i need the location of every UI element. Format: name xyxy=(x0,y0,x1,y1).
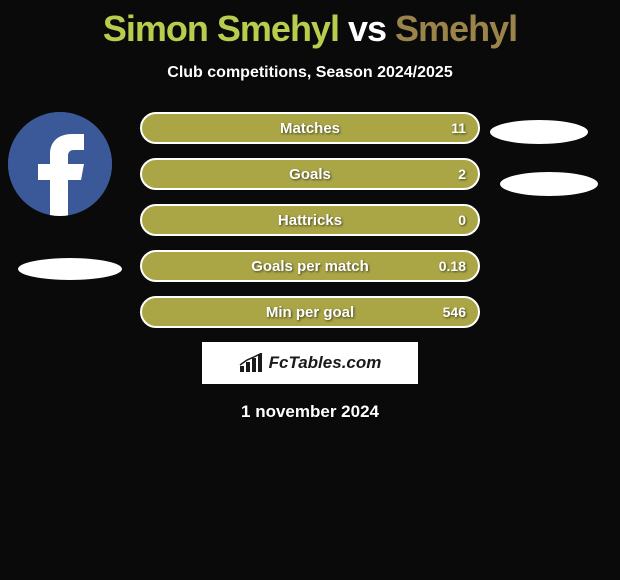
stat-label: Min per goal xyxy=(266,304,354,321)
decorative-ellipse-right-2 xyxy=(500,172,598,196)
stat-value: 546 xyxy=(443,304,466,320)
bar-chart-icon xyxy=(239,353,265,373)
stat-label: Goals per match xyxy=(251,258,369,275)
subtitle: Club competitions, Season 2024/2025 xyxy=(0,64,620,82)
stat-row-matches: Matches 11 xyxy=(140,112,480,144)
player1-name: Simon Smehyl xyxy=(103,8,339,49)
player-avatar xyxy=(8,112,112,216)
logo-inner: FcTables.com xyxy=(239,353,382,373)
logo-box: FcTables.com xyxy=(202,342,418,384)
stat-row-goals: Goals 2 xyxy=(140,158,480,190)
player2-name: Smehyl xyxy=(395,8,517,49)
content-area: Matches 11 Goals 2 Hattricks 0 Goals per… xyxy=(0,112,620,422)
vs-text: vs xyxy=(348,8,386,49)
stat-value: 0.18 xyxy=(439,258,466,274)
comparison-title: Simon Smehyl vs Smehyl xyxy=(0,0,620,50)
stat-rows: Matches 11 Goals 2 Hattricks 0 Goals per… xyxy=(140,112,480,328)
stat-row-min-per-goal: Min per goal 546 xyxy=(140,296,480,328)
date-text: 1 november 2024 xyxy=(0,402,620,422)
facebook-icon xyxy=(8,112,112,216)
stat-label: Goals xyxy=(289,166,331,183)
decorative-ellipse-right-1 xyxy=(490,120,588,144)
logo-text: FcTables.com xyxy=(269,353,382,373)
stat-row-hattricks: Hattricks 0 xyxy=(140,204,480,236)
stat-value: 2 xyxy=(458,166,466,182)
stat-label: Hattricks xyxy=(278,212,342,229)
stat-label: Matches xyxy=(280,120,340,137)
stat-value: 0 xyxy=(458,212,466,228)
stat-value: 11 xyxy=(451,120,466,136)
stat-row-goals-per-match: Goals per match 0.18 xyxy=(140,250,480,282)
decorative-ellipse-left xyxy=(18,258,122,280)
